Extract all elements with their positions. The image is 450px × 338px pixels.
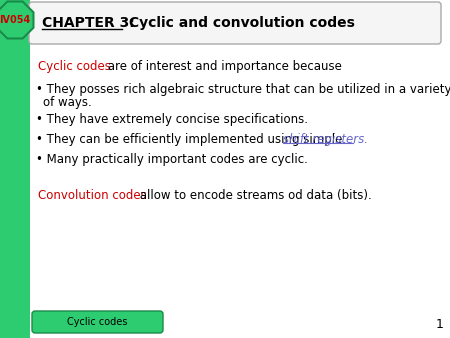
Text: CHAPTER 3:: CHAPTER 3: <box>42 16 135 30</box>
Text: Cyclic and convolution codes: Cyclic and convolution codes <box>124 16 355 30</box>
Text: Cyclic codes: Cyclic codes <box>67 317 127 327</box>
Text: are of interest and importance because: are of interest and importance because <box>104 60 342 73</box>
Text: IV054: IV054 <box>0 15 31 25</box>
FancyBboxPatch shape <box>28 0 450 338</box>
Polygon shape <box>0 2 33 39</box>
Text: shift registers.: shift registers. <box>283 133 368 146</box>
FancyBboxPatch shape <box>0 0 30 338</box>
Text: • They have extremely concise specifications.: • They have extremely concise specificat… <box>36 113 308 126</box>
FancyBboxPatch shape <box>29 2 441 44</box>
Text: 1: 1 <box>436 317 444 331</box>
FancyBboxPatch shape <box>32 311 163 333</box>
Text: Cyclic codes: Cyclic codes <box>38 60 111 73</box>
Text: of ways.: of ways. <box>43 96 92 109</box>
Text: allow to encode streams od data (bits).: allow to encode streams od data (bits). <box>136 189 372 202</box>
Text: • They can be efficiently implemented using simple: • They can be efficiently implemented us… <box>36 133 346 146</box>
Text: • They posses rich algebraic structure that can be utilized in a variety: • They posses rich algebraic structure t… <box>36 83 450 96</box>
Text: Convolution codes: Convolution codes <box>38 189 147 202</box>
Text: • Many practically important codes are cyclic.: • Many practically important codes are c… <box>36 153 308 166</box>
